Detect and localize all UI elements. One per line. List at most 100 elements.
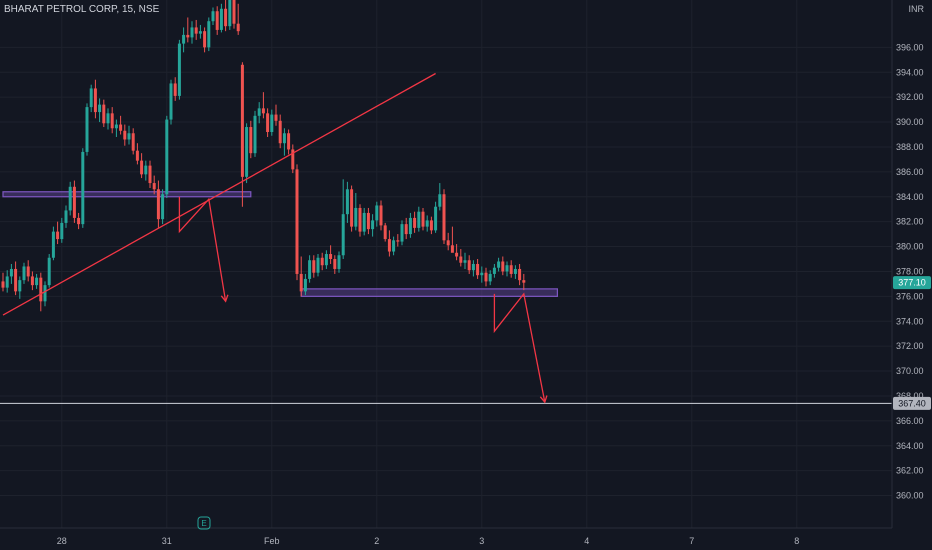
- time-tick-label: 3: [479, 536, 484, 546]
- price-tick-label: 378.00: [896, 266, 924, 276]
- candle-body: [89, 88, 93, 108]
- candle-body: [270, 114, 274, 133]
- price-tick-label: 392.00: [896, 92, 924, 102]
- candle-body: [9, 268, 13, 277]
- candle-body: [169, 83, 173, 120]
- candle-body: [320, 257, 324, 266]
- candle-body: [278, 120, 282, 144]
- candle-body: [509, 265, 513, 274]
- candle-body: [442, 194, 446, 241]
- candle-body: [513, 268, 517, 274]
- price-tick-label: 362.00: [896, 466, 924, 476]
- candle-body: [450, 245, 454, 253]
- candle-body: [60, 222, 64, 240]
- candle-body: [43, 285, 47, 302]
- candle-body: [161, 194, 165, 220]
- price-tick-label: 386.00: [896, 167, 924, 177]
- candle-body: [186, 34, 190, 38]
- candle-body: [299, 273, 303, 292]
- candle-body: [173, 83, 177, 96]
- last-price-label: 377.10: [898, 278, 926, 288]
- candle-body: [135, 150, 139, 161]
- candle-body: [81, 151, 85, 225]
- arrow-head: [539, 395, 548, 404]
- candle-body: [198, 31, 202, 34]
- hline-price-label: 367.40: [898, 398, 926, 408]
- candle-body: [77, 217, 81, 225]
- price-axis[interactable]: 396.00 394.00 392.00 390.00 388.00 386.00 384.…: [896, 42, 924, 500]
- candle-body: [488, 273, 492, 282]
- price-tick-label: 390.00: [896, 117, 924, 127]
- candle-body: [131, 133, 135, 151]
- price-tick-label: 396.00: [896, 42, 924, 52]
- candle-body: [446, 240, 450, 246]
- candle-body: [295, 169, 299, 274]
- candle-body: [114, 124, 118, 129]
- price-tick-label: 360.00: [896, 491, 924, 501]
- candle-body: [408, 217, 412, 235]
- candle-body: [22, 266, 26, 281]
- candle-body: [324, 254, 328, 266]
- last-price-box: [893, 276, 931, 290]
- candle-body: [165, 119, 169, 195]
- events-icon[interactable]: E: [197, 516, 211, 530]
- grid-lines: [0, 0, 892, 528]
- candle-body: [232, 0, 236, 24]
- candle-body: [123, 130, 127, 140]
- candle-body: [505, 265, 509, 272]
- price-tick-label: 366.00: [896, 416, 924, 426]
- candle-body: [102, 104, 106, 124]
- candle-body: [316, 257, 320, 273]
- arrow-head: [220, 294, 229, 303]
- candle-body: [72, 186, 76, 218]
- candle-body: [190, 27, 194, 38]
- support-zones: [2, 191, 559, 297]
- candle-body: [261, 108, 265, 114]
- candle-body: [396, 240, 400, 242]
- time-tick-label: 8: [794, 536, 799, 546]
- candle-body: [144, 165, 148, 175]
- candle-body: [333, 259, 337, 269]
- candle-body: [337, 255, 341, 269]
- candle-body: [387, 239, 391, 252]
- candle-body: [236, 23, 240, 32]
- candle-body: [425, 220, 429, 227]
- candle-body: [282, 133, 286, 144]
- candle-body: [362, 212, 366, 232]
- candle-body: [518, 268, 522, 281]
- price-tick-label: 394.00: [896, 67, 924, 77]
- candle-body: [68, 186, 72, 211]
- candle-body: [404, 224, 408, 235]
- time-axis[interactable]: 28 31 Feb 2 3 4 7 8: [57, 536, 800, 546]
- price-tick-label: 380.00: [896, 242, 924, 252]
- candle-body: [291, 149, 295, 170]
- hline-price-box: [893, 396, 931, 410]
- candle-body: [354, 207, 358, 227]
- candle-body: [64, 210, 68, 223]
- candle-body: [400, 224, 404, 242]
- trend-drawings[interactable]: [2, 72, 548, 404]
- candle-body: [14, 268, 18, 292]
- candle-body: [341, 214, 345, 256]
- candle-body: [47, 257, 51, 286]
- candle-body: [177, 43, 181, 96]
- candle-body: [438, 194, 442, 207]
- arrow-path: [178, 196, 227, 302]
- candle-body: [51, 231, 55, 258]
- candle-body: [110, 113, 114, 129]
- price-tick-label: 388.00: [896, 142, 924, 152]
- candle-body: [501, 261, 505, 272]
- candle-body: [257, 108, 261, 116]
- price-tick-label: 364.00: [896, 441, 924, 451]
- time-tick-label: 4: [584, 536, 589, 546]
- candle-body: [127, 133, 131, 140]
- symbol-title[interactable]: BHARAT PETROL CORP, 15, NSE: [4, 4, 160, 15]
- last-price-marker: 377.10: [893, 276, 931, 290]
- candle-body: [345, 189, 349, 215]
- candle-body: [140, 160, 144, 175]
- time-tick-label: 2: [374, 536, 379, 546]
- candle-body: [303, 278, 307, 292]
- candle-body: [480, 272, 484, 276]
- candle-body: [39, 277, 43, 302]
